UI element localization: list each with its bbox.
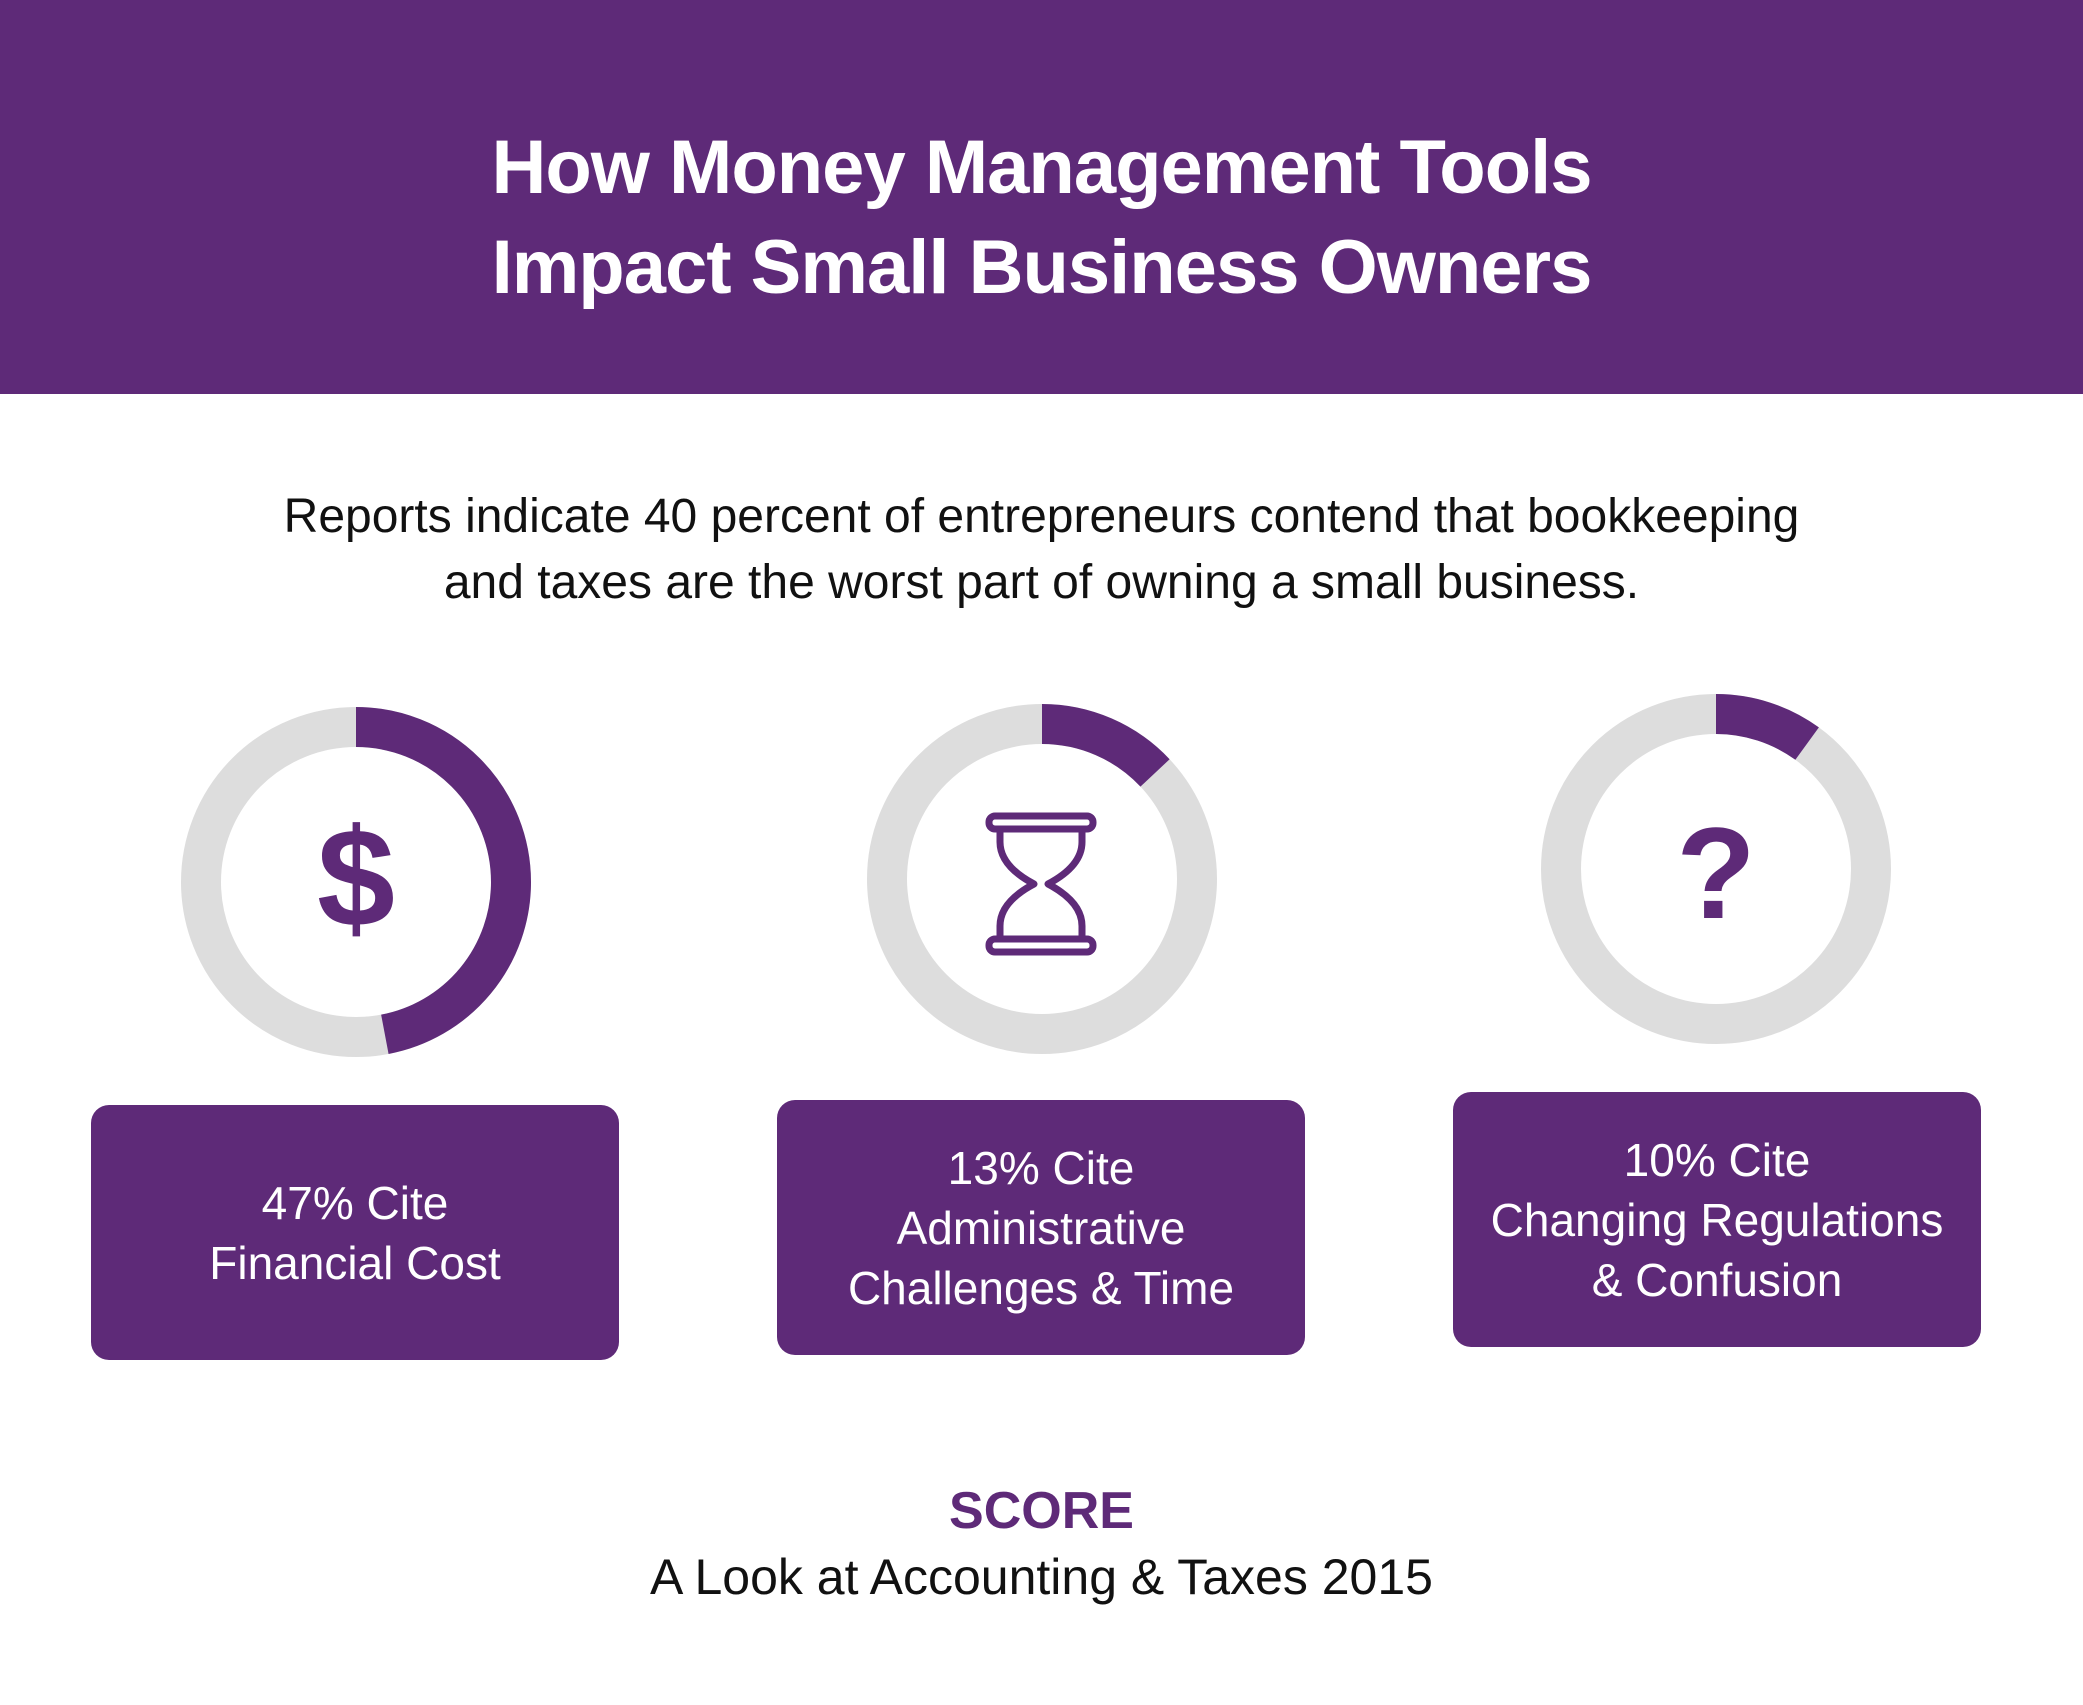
stat-percent: 13% Cite — [947, 1141, 1135, 1194]
stat-box-financial-cost: 47% Cite Financial Cost — [91, 1105, 619, 1360]
stat-percent: 47% Cite — [261, 1176, 449, 1229]
stat-box-administrative: 13% Cite Administrative Challenges & Tim… — [777, 1100, 1305, 1355]
donut-arc-administrative — [867, 704, 1217, 1054]
donut-arc-regulations — [1541, 694, 1891, 1044]
stat-label-2: Challenges & Time — [847, 1261, 1235, 1314]
stat-box-regulations: 10% Cite Changing Regulations & Confusio… — [1453, 1092, 1981, 1347]
page-title: How Money Management Tools Impact Small … — [0, 118, 2083, 318]
question-icon: ? — [1676, 800, 1755, 946]
stat-label: Financial Cost — [209, 1236, 501, 1289]
title-line-1: How Money Management Tools — [491, 125, 1592, 210]
header-banner: How Money Management Tools Impact Small … — [0, 0, 2083, 394]
donut-regulations: ? — [1541, 694, 1891, 1044]
intro-text: Reports indicate 40 percent of entrepren… — [0, 484, 2083, 616]
source-credit: SCORE A Look at Accounting & Taxes 2015 — [0, 1478, 2083, 1610]
source-title: A Look at Accounting & Taxes 2015 — [650, 1549, 1433, 1605]
dollar-icon: $ — [317, 799, 395, 956]
stat-label: Changing Regulations — [1490, 1193, 1944, 1246]
intro-line-2: and taxes are the worst part of owning a… — [443, 556, 1640, 609]
donut-financial-cost: $ — [181, 707, 531, 1057]
title-line-2: Impact Small Business Owners — [491, 225, 1593, 310]
intro-line-1: Reports indicate 40 percent of entrepren… — [283, 490, 1800, 543]
stat-label-2: & Confusion — [1591, 1253, 1843, 1306]
donut-administrative — [867, 704, 1217, 1054]
donut-arc-financial-cost — [181, 707, 531, 1057]
stat-percent: 10% Cite — [1623, 1133, 1811, 1186]
stat-label: Administrative — [896, 1201, 1186, 1254]
hourglass-icon — [985, 812, 1097, 956]
source-org: SCORE — [949, 1482, 1134, 1540]
